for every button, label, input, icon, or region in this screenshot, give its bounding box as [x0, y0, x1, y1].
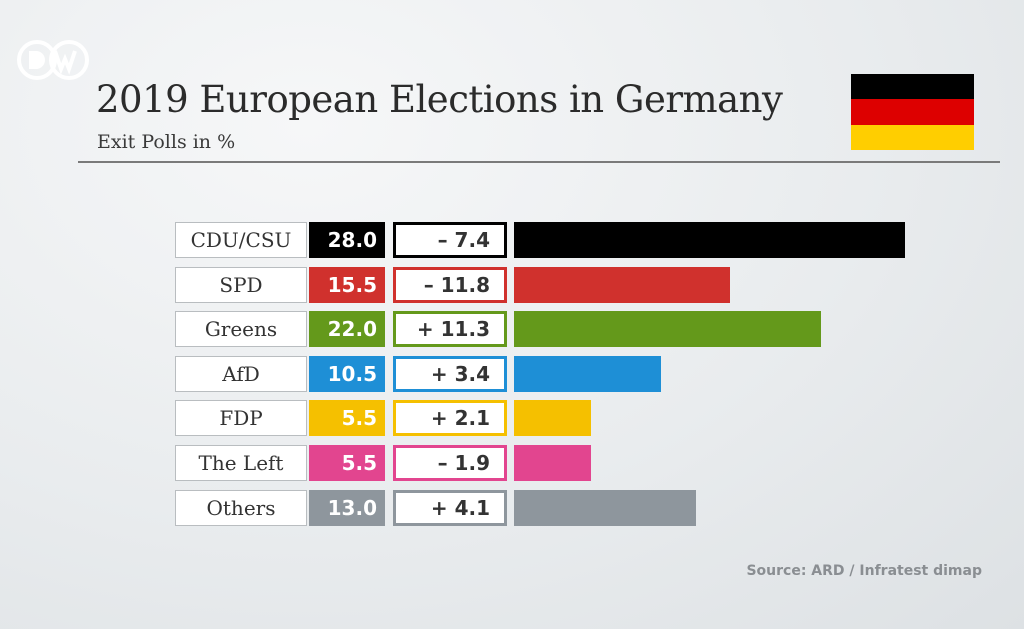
vote-share-label: 15.5 [309, 266, 385, 303]
vote-share-label: 13.0 [309, 489, 385, 526]
flag-stripe-red [851, 99, 974, 125]
page-title: 2019 European Elections in Germany [96, 78, 783, 121]
vote-share-label: 22.0 [309, 311, 385, 348]
vote-share-label: 5.5 [309, 400, 385, 437]
change-label: – 7.4 [393, 222, 507, 258]
party-label: SPD [175, 266, 307, 303]
flag-stripe-black [851, 74, 974, 100]
vote-share-bar [514, 400, 591, 437]
german-flag [851, 74, 974, 150]
party-label: Greens [175, 311, 307, 348]
vote-share-bar [514, 222, 905, 258]
vote-share-label: 28.0 [309, 222, 385, 258]
vote-share-bar [514, 355, 661, 392]
change-label: + 11.3 [393, 311, 507, 348]
vote-share-bar [514, 445, 591, 481]
dw-logo [17, 40, 89, 80]
vote-share-bar [514, 311, 822, 348]
vote-share-label: 5.5 [309, 445, 385, 481]
party-label: FDP [175, 400, 307, 437]
change-label: – 11.8 [393, 266, 507, 303]
change-label: + 3.4 [393, 355, 507, 392]
change-label: + 2.1 [393, 400, 507, 437]
source-note: Source: ARD / Infratest dimap [746, 563, 982, 579]
vote-share-label: 10.5 [309, 355, 385, 392]
vote-share-bar [514, 266, 731, 303]
party-label: AfD [175, 355, 307, 392]
change-label: + 4.1 [393, 489, 507, 526]
title-divider [78, 161, 1000, 163]
party-label: CDU/CSU [175, 222, 307, 258]
party-label: The Left [175, 445, 307, 481]
vote-share-bar [514, 489, 696, 526]
party-label: Others [175, 489, 307, 526]
change-label: – 1.9 [393, 445, 507, 481]
flag-stripe-gold [851, 124, 974, 150]
page-subtitle: Exit Polls in % [97, 131, 236, 153]
